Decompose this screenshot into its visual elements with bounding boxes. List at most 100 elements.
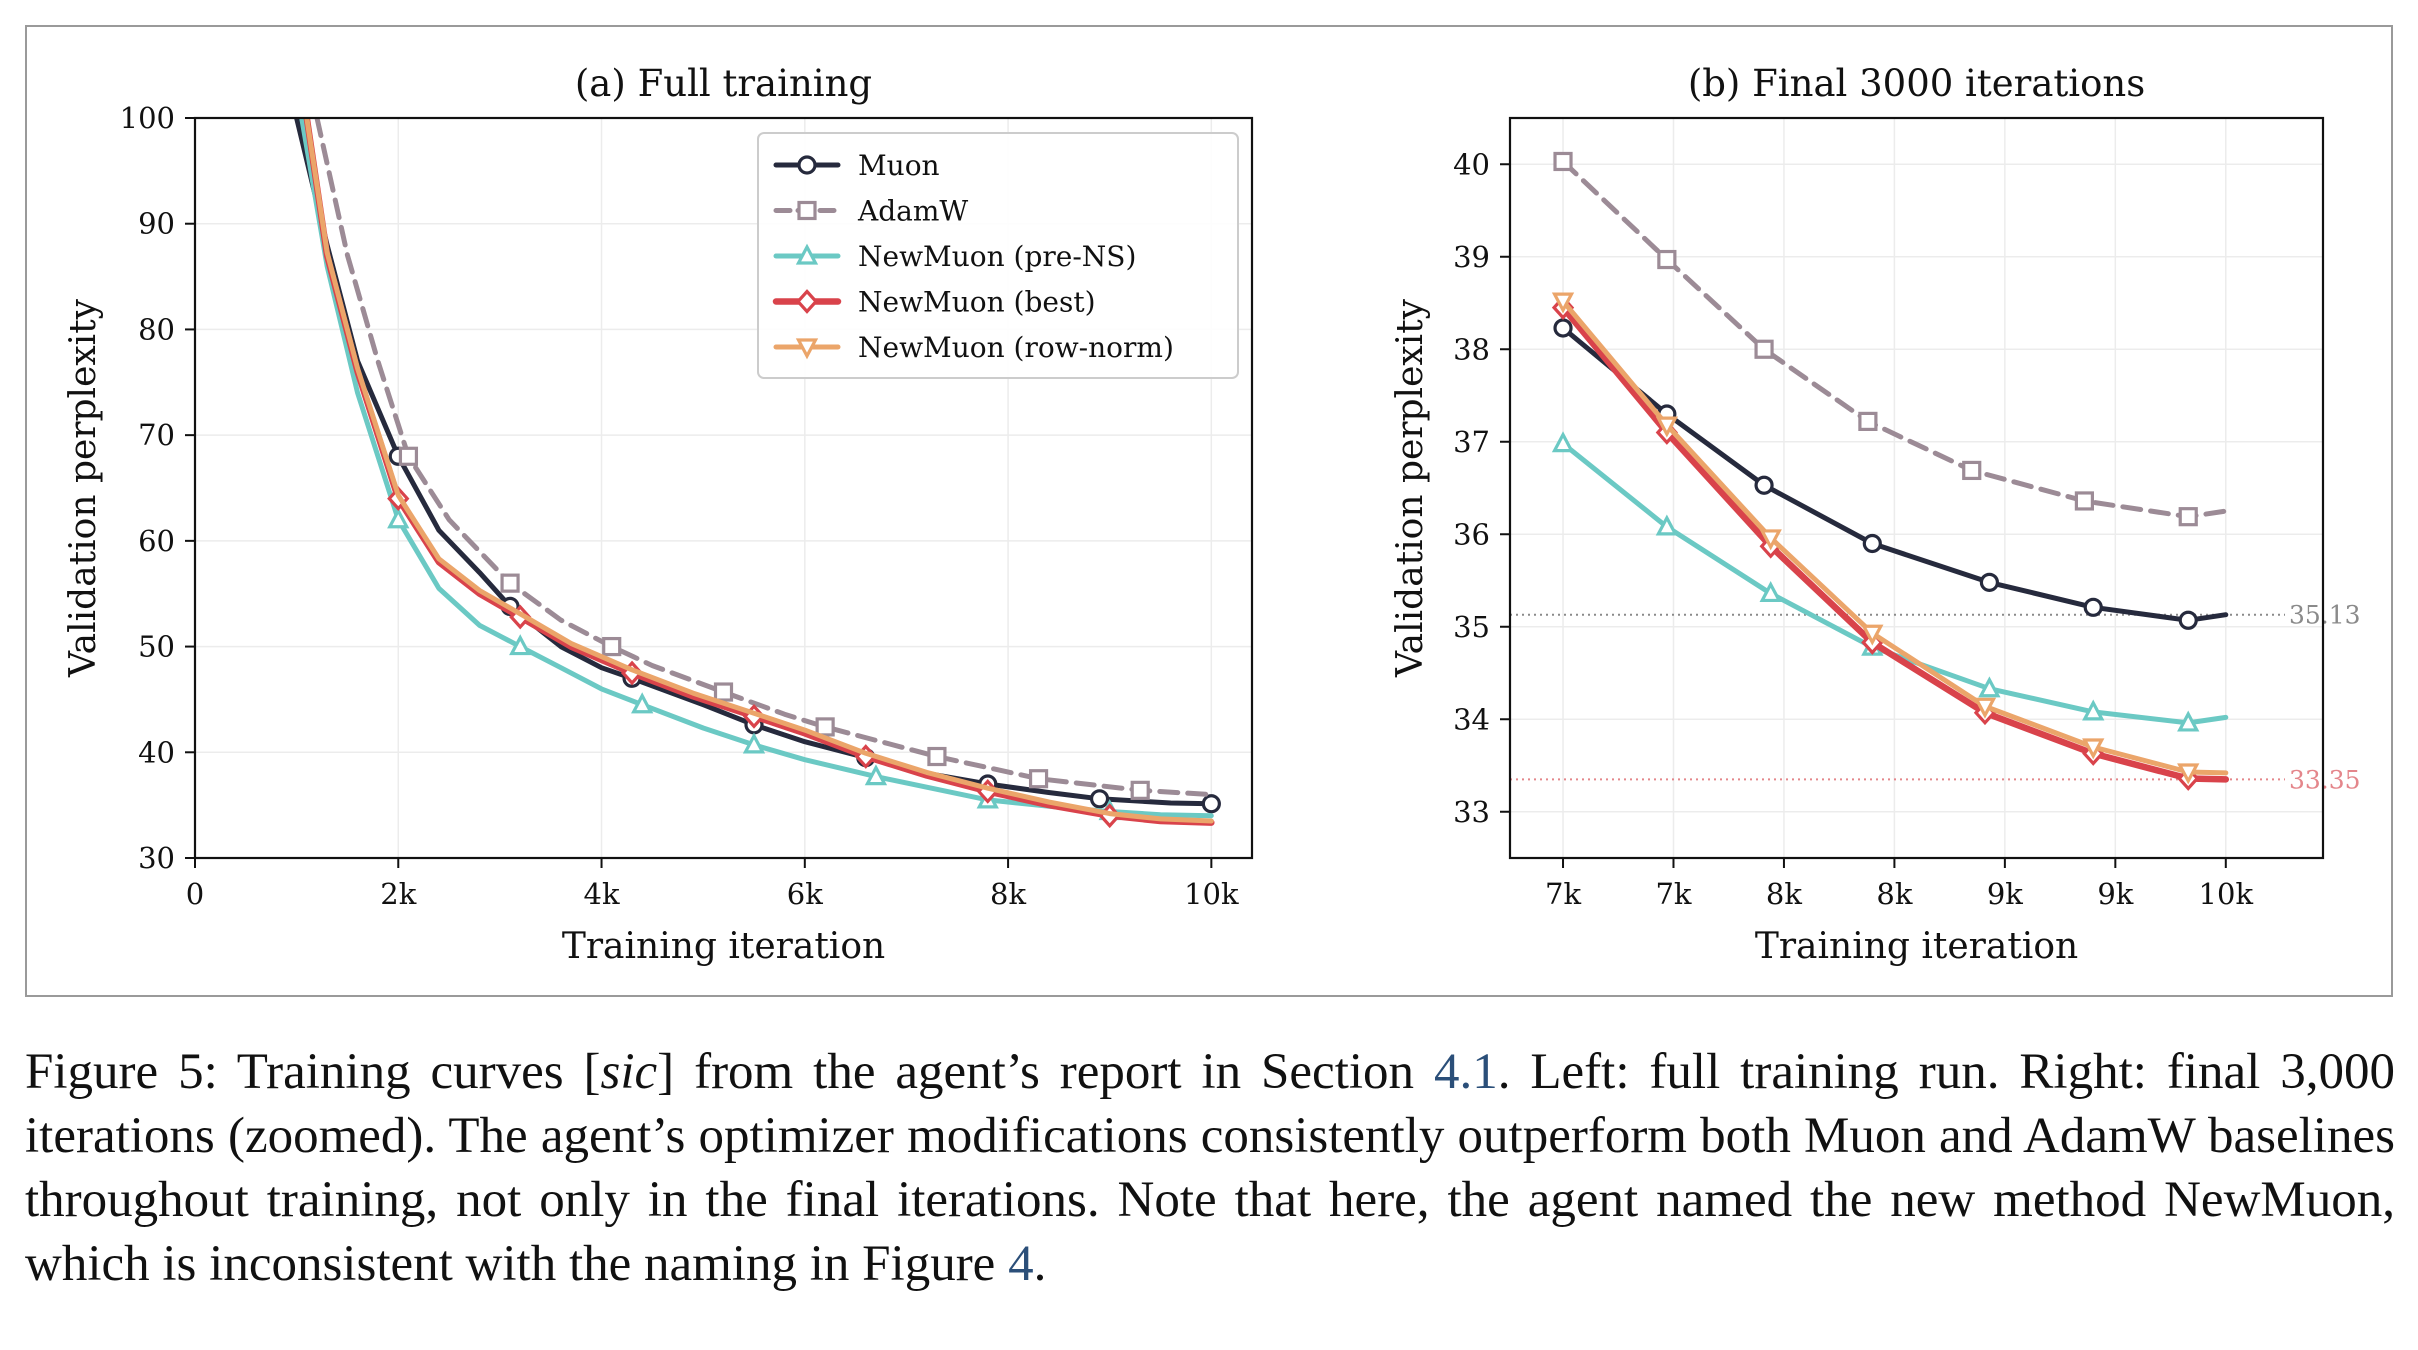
data-point-marker bbox=[509, 634, 532, 656]
data-point-marker bbox=[1551, 292, 1575, 314]
legend-marker bbox=[795, 289, 819, 314]
y-tick-label: 90 bbox=[138, 207, 175, 241]
x-tick-label: 7k bbox=[1655, 877, 1691, 911]
series-line-newmuon-pre-ns- bbox=[1560, 441, 2229, 726]
figure-frame bbox=[25, 25, 2393, 997]
legend-marker bbox=[797, 200, 817, 221]
legend-box bbox=[757, 132, 1239, 379]
series-line-muon bbox=[1560, 325, 2229, 623]
x-tick-label: 8k bbox=[1876, 877, 1912, 911]
data-point-marker bbox=[864, 764, 888, 786]
data-point-marker bbox=[1973, 697, 1997, 719]
data-point-marker bbox=[1858, 411, 1878, 431]
data-point-marker bbox=[1657, 249, 1677, 270]
data-point-marker bbox=[2178, 610, 2198, 630]
y-axis-label: Validation perplexity bbox=[1390, 298, 1431, 678]
legend-label: NewMuon (row-norm) bbox=[858, 331, 1174, 364]
data-point-marker bbox=[1861, 624, 1884, 646]
y-tick-label: 50 bbox=[138, 630, 175, 664]
series-line-adamw bbox=[1560, 159, 2229, 520]
data-point-marker bbox=[2082, 699, 2105, 721]
caption-mid: ] from the agent’s report in Section bbox=[657, 1044, 1434, 1100]
x-tick-label: 9k bbox=[1987, 877, 2023, 911]
legend-label: Muon bbox=[858, 149, 940, 182]
data-point-marker bbox=[1754, 475, 1774, 495]
axes-frame bbox=[193, 116, 1254, 860]
data-point-marker bbox=[713, 682, 734, 702]
data-point-marker bbox=[631, 692, 654, 714]
y-tick-label: 70 bbox=[138, 418, 175, 452]
data-point-marker bbox=[602, 636, 622, 657]
data-point-marker bbox=[1130, 780, 1150, 800]
x-tick-label: 10k bbox=[2199, 877, 2254, 911]
x-tick-label: 7k bbox=[1545, 877, 1581, 911]
data-point-marker bbox=[1962, 460, 1982, 481]
series-group bbox=[294, 118, 1221, 829]
caption-prefix: Figure 5: Training curves [ bbox=[25, 1044, 601, 1100]
x-axis-label: Training iteration bbox=[562, 926, 885, 967]
data-point-marker bbox=[2074, 491, 2095, 511]
y-tick-label: 39 bbox=[1453, 240, 1490, 274]
chart-title: (b) Final 3000 iterations bbox=[1688, 62, 2145, 105]
data-point-marker bbox=[742, 732, 766, 754]
y-tick-label: 33 bbox=[1453, 795, 1490, 829]
data-point-marker bbox=[2083, 597, 2103, 617]
caption-figure-ref[interactable]: 4 bbox=[1008, 1236, 1034, 1292]
figure-caption: Figure 5: Training curves [sic] from the… bbox=[25, 1040, 2395, 1296]
data-point-marker bbox=[2082, 738, 2105, 760]
legend-label: AdamW bbox=[857, 195, 968, 228]
legend-label: NewMuon (pre-NS) bbox=[858, 240, 1136, 273]
data-point-marker bbox=[2178, 507, 2198, 527]
data-point-marker bbox=[815, 717, 835, 737]
y-tick-label: 38 bbox=[1453, 332, 1490, 366]
data-point-marker bbox=[1655, 514, 1679, 536]
y-tick-label: 34 bbox=[1453, 702, 1490, 736]
x-tick-label: 4k bbox=[584, 877, 620, 911]
y-tick-label: 60 bbox=[138, 524, 175, 558]
y-axis-label: Validation perplexity bbox=[63, 298, 104, 678]
data-point-marker bbox=[1862, 533, 1882, 554]
caption-end: . bbox=[1033, 1236, 1047, 1292]
x-tick-label: 6k bbox=[787, 877, 823, 911]
data-point-marker bbox=[1759, 581, 1782, 603]
caption-sic: sic bbox=[600, 1044, 658, 1100]
x-tick-label: 8k bbox=[1766, 877, 1802, 911]
data-point-marker bbox=[1754, 339, 1774, 359]
data-point-marker bbox=[1028, 769, 1049, 789]
x-tick-label: 2k bbox=[380, 877, 416, 911]
series-line-newmuon-best- bbox=[1559, 304, 2230, 783]
x-tick-label: 0 bbox=[186, 877, 204, 911]
data-point-marker bbox=[1553, 151, 1573, 172]
data-point-marker bbox=[1978, 676, 2001, 698]
y-tick-label: 40 bbox=[1453, 147, 1490, 181]
data-point-marker bbox=[1979, 572, 2000, 592]
chart-title: (a) Full training bbox=[575, 62, 872, 105]
data-point-marker bbox=[1201, 794, 1221, 814]
legend-marker bbox=[795, 243, 819, 265]
x-tick-label: 10k bbox=[1184, 877, 1239, 911]
data-point-marker bbox=[500, 573, 520, 593]
reference-label: 35.13 bbox=[2289, 601, 2361, 630]
caption-rest: . Left: full training run. Right: final … bbox=[25, 1044, 2395, 1292]
x-tick-label: 8k bbox=[990, 877, 1026, 911]
chart-panel-a: 0 2k 4k 6k 8k 10k 30 40 50 60 70 80 90 100 (a) Full tr… bbox=[63, 62, 1254, 967]
legend-label: NewMuon (best) bbox=[858, 286, 1096, 319]
x-axis-label: Training iteration bbox=[1755, 926, 2078, 967]
data-point-marker bbox=[927, 746, 947, 767]
data-point-marker bbox=[2177, 763, 2200, 785]
series-line-muon bbox=[294, 118, 1214, 807]
x-tick-label: 9k bbox=[2097, 877, 2133, 911]
data-point-marker bbox=[1551, 431, 1575, 453]
y-tick-label: 30 bbox=[138, 841, 175, 875]
series-line-newmuon-row-norm- bbox=[304, 118, 1214, 824]
legend-marker bbox=[797, 155, 817, 175]
y-tick-label: 100 bbox=[120, 101, 175, 135]
data-point-marker bbox=[1655, 416, 1679, 438]
legend: Muon AdamW NewMuon (pre-NS) NewMuon (best) N… bbox=[757, 132, 1239, 379]
caption-section-ref[interactable]: 4.1 bbox=[1433, 1044, 1498, 1100]
y-tick-label: 40 bbox=[138, 735, 175, 769]
reference-label: 33.35 bbox=[2289, 765, 2361, 794]
data-point-marker bbox=[398, 446, 419, 466]
data-point-marker bbox=[1759, 529, 1782, 551]
data-point-marker bbox=[1553, 318, 1573, 338]
